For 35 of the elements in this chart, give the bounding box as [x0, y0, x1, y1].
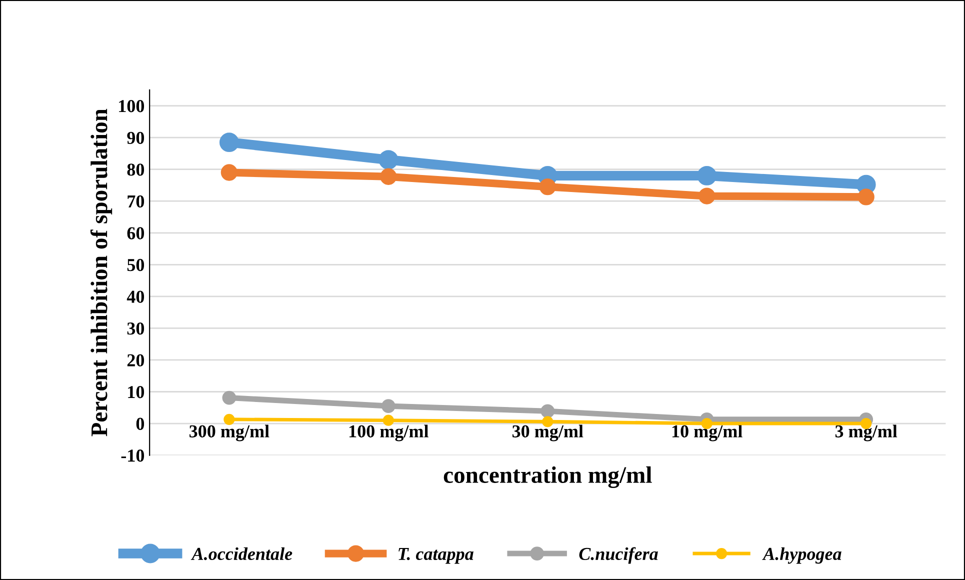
point	[698, 188, 716, 204]
point	[540, 404, 555, 418]
y-tick-label: -10	[121, 450, 144, 462]
point	[222, 390, 236, 405]
legend-label: A.hypogea	[762, 547, 842, 564]
x-axis-title: concentration mg/ml	[444, 466, 652, 488]
point	[219, 132, 239, 152]
y-tick-label: 100	[119, 100, 144, 112]
point	[220, 164, 238, 181]
x-tick-label: 10 mg/ml	[672, 424, 742, 442]
y-tick-label: 80	[127, 164, 144, 176]
y-axis-title: Percent inhibition of sporulation	[90, 108, 112, 436]
point	[858, 188, 874, 206]
y-tick-label: 30	[127, 322, 144, 335]
x-tick-label: 300 mg/ml	[190, 424, 270, 442]
legend-label: T. catappa	[398, 548, 474, 564]
point	[378, 150, 398, 170]
point	[539, 178, 556, 196]
y-tick-label: 70	[128, 195, 144, 208]
y-tick-label: 0	[136, 418, 144, 430]
point	[697, 166, 717, 186]
y-tick-label: 50	[127, 258, 144, 272]
legend-label: C.nucifera	[579, 547, 658, 564]
point	[380, 168, 397, 185]
y-tick-label: 40	[126, 290, 144, 303]
point	[224, 414, 235, 425]
y-tick-label: 60	[127, 227, 144, 240]
legend-label: A.occidentale	[190, 547, 292, 560]
x-tick-label: 30 mg/ml	[512, 424, 584, 442]
y-tick-label: 20	[127, 354, 144, 366]
point	[381, 399, 396, 413]
y-tick-label: 10	[128, 386, 144, 398]
x-tick-label: 100 mg/ml	[349, 424, 428, 442]
y-tick-label: 90	[127, 132, 144, 144]
x-tick-label: 3 mg/ml	[835, 424, 898, 442]
